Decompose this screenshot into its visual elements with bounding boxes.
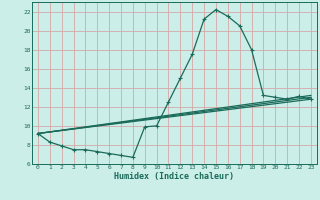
X-axis label: Humidex (Indice chaleur): Humidex (Indice chaleur) xyxy=(115,172,234,181)
